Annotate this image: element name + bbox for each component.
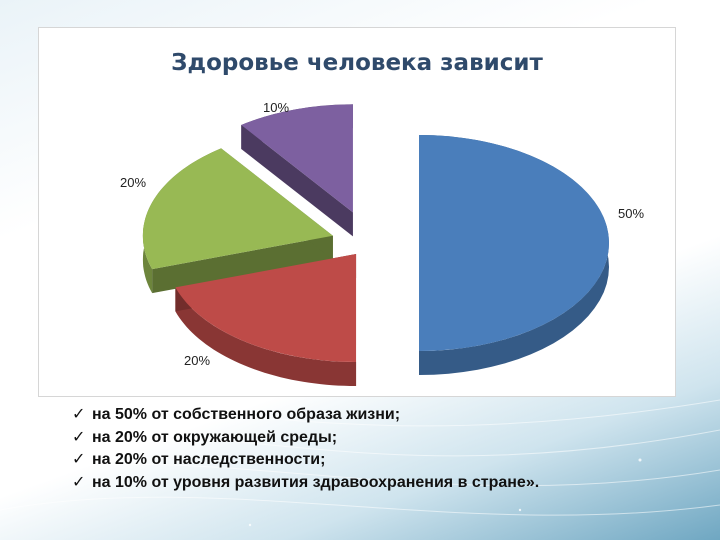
- slice-label: 20%: [120, 175, 146, 190]
- chart-area: Здоровье человека зависит 50% 20% 20% 10%: [38, 27, 676, 397]
- bullet-text: на 20% от наследственности;: [92, 451, 326, 468]
- pie-slice: [175, 254, 357, 363]
- slice-wall: [152, 235, 333, 294]
- bullet-item: ✓ на 20% от окружающей среды;: [72, 427, 539, 450]
- checkmark-icon: ✓: [72, 473, 86, 491]
- bullet-item: ✓ на 50% от собственного образа жизни;: [72, 404, 539, 427]
- checkmark-icon: ✓: [72, 451, 86, 468]
- pie-slice: [241, 104, 353, 213]
- slice-wall: [241, 124, 353, 237]
- slice-label: 20%: [184, 353, 210, 368]
- bullet-list: ✓ на 50% от собственного образа жизни; ✓ н…: [72, 404, 539, 494]
- pie-chart: 50% 20% 20% 10%: [120, 100, 644, 386]
- checkmark-icon: ✓: [72, 406, 86, 423]
- bullet-text: на 20% от окружающей среды;: [92, 428, 338, 446]
- pie-slice: [419, 135, 609, 351]
- bullet-text: на 50% от собственного образа жизни;: [92, 406, 401, 423]
- slice-label: 10%: [263, 100, 289, 115]
- chart-title: Здоровье человека зависит: [171, 50, 543, 76]
- slice-label: 50%: [618, 206, 644, 221]
- bullet-text: на 10% от уровня развития здравоохранени…: [92, 473, 540, 491]
- pie-slice: [142, 148, 333, 270]
- bullet-item: ✓ на 20% от наследственности;: [72, 449, 539, 472]
- bullet-item: ✓ на 10% от уровня развития здравоохранен…: [72, 472, 539, 495]
- checkmark-icon: ✓: [72, 428, 86, 446]
- slice-rim: [175, 287, 357, 386]
